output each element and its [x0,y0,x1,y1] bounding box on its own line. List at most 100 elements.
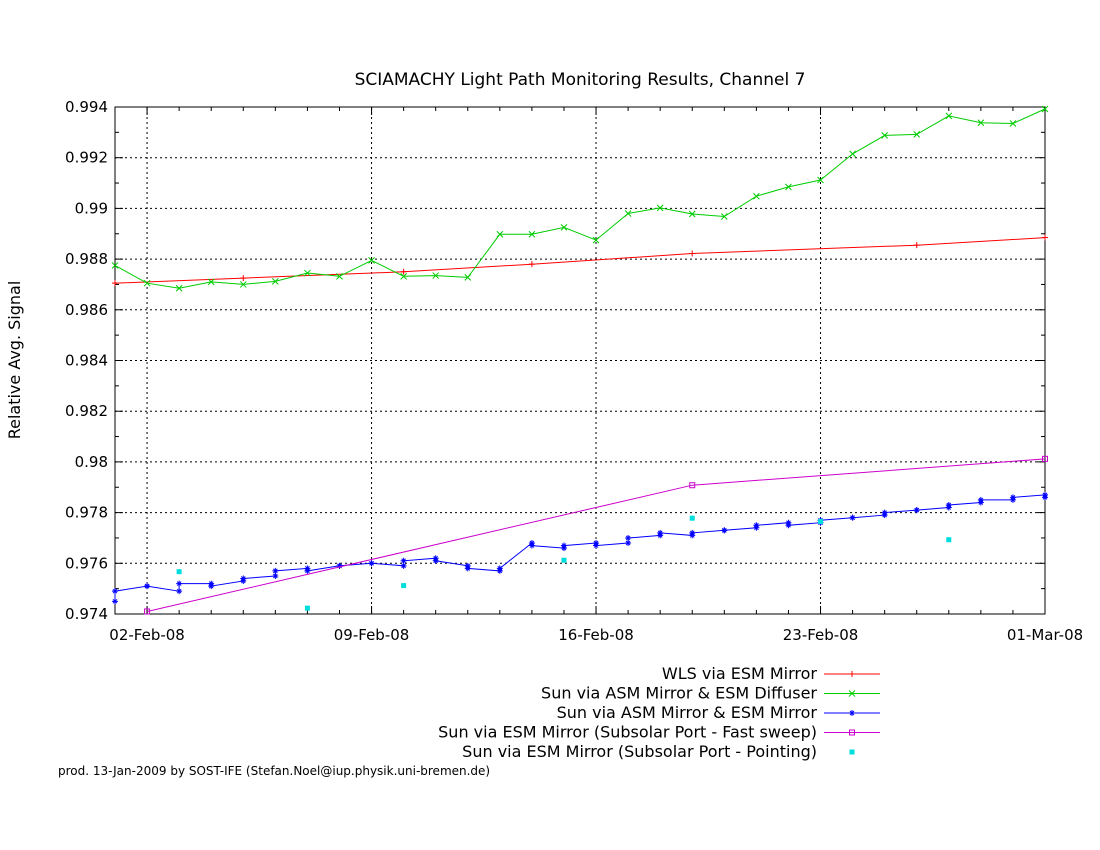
data-point [689,482,696,489]
data-point [913,242,920,249]
data-point [112,280,118,287]
data-point [913,507,920,514]
data-point [657,529,664,536]
data-point [689,515,695,521]
data-point [400,268,407,275]
legend-label: Sun via ASM Mirror & ESM Mirror [557,703,818,722]
data-point [304,269,311,277]
data-point [304,605,310,611]
data-point [849,514,856,521]
data-point [688,210,696,218]
data-point [1009,494,1016,501]
data-point [496,230,504,238]
series-2-sun-via-asm-mirror-esm-diffuser [111,105,1049,292]
data-point [176,569,182,575]
x-tick-label: 02-Feb-08 [109,626,185,644]
data-point [593,542,600,549]
data-point [753,192,760,200]
legend-label: Sun via ASM Mirror & ESM Diffuser [541,684,817,703]
data-point [176,580,183,587]
data-point [112,598,118,605]
data-point [496,565,503,572]
x-tick-label: 09-Feb-08 [334,626,410,644]
legend-swatch-marker [849,749,855,755]
data-point [881,509,888,516]
data-point [817,176,824,184]
data-point [432,557,439,564]
y-tick-label: 0.988 [65,250,108,268]
data-point [368,560,375,567]
y-tick-label: 0.99 [75,199,108,217]
y-tick-label: 0.982 [65,402,108,420]
x-tick-label: 01-Mar-08 [1007,626,1083,644]
data-point [721,527,728,534]
data-point [400,562,407,569]
series-5-sun-via-esm-mirror-subsolar-port-pointing [176,515,952,611]
data-point [689,250,696,257]
axis-ticks: 0.974 0.976 0.978 0.98 0.982 0.984 0.986 0.988 0… [65,98,1083,644]
data-point [946,537,952,543]
legend-label: WLS via ESM Mirror [662,664,818,683]
y-tick-label: 0.974 [65,605,108,623]
data-point [240,575,247,582]
legend-swatch-marker [849,671,855,677]
data-point [1042,494,1048,501]
data-point [400,272,407,280]
data-point [849,150,856,158]
legend-label: Sun via ESM Mirror (Subsolar Port - Poin… [462,742,817,761]
data-point [1041,105,1049,113]
data-point [112,588,118,595]
data-point [977,119,985,127]
data-point [1042,455,1048,462]
y-tick-label: 0.976 [65,554,108,572]
data-point [239,281,247,288]
plot-series [111,105,1049,615]
data-point [176,588,183,595]
data-point [753,522,760,529]
data-point [656,204,664,212]
data-point [111,262,119,269]
data-point [560,542,567,549]
series-line [146,458,1046,612]
data-point [625,534,632,541]
data-point [785,183,792,191]
data-point [785,522,792,529]
series-4-sun-via-esm-mirror-subsolar-port-fast-sweep [144,455,1048,615]
y-tick-label: 0.986 [65,301,108,319]
data-point [945,112,953,120]
data-point [208,583,215,590]
data-point [528,542,535,549]
data-point [432,272,440,279]
data-point [625,540,632,547]
series-3-sun-via-asm-mirror-esm-mirror [112,491,1048,605]
data-point [144,608,151,615]
data-point [560,224,568,231]
data-point [1009,120,1017,127]
y-tick-label: 0.98 [75,453,108,471]
data-point [271,278,279,285]
data-point [464,273,472,281]
data-point [624,210,632,217]
data-point [977,496,984,503]
y-axis-label: Relative Avg. Signal [5,281,24,440]
series-line [114,237,1046,284]
data-point [561,557,567,563]
data-point [913,131,921,138]
x-tick-label: 23-Feb-08 [783,626,859,644]
y-tick-label: 0.978 [65,504,108,522]
plot-frame [114,106,1046,615]
data-point [143,279,151,287]
legend-swatch-marker [849,710,855,716]
data-point [175,284,183,292]
series-1-wls-via-esm-mirror [112,234,1048,287]
legend-swatch-marker [849,729,855,736]
data-point [240,275,247,282]
data-point [272,572,279,579]
data-point [400,557,407,564]
data-point [304,567,311,574]
data-point [207,278,215,286]
y-tick-label: 0.992 [65,149,108,167]
data-point [818,518,824,524]
